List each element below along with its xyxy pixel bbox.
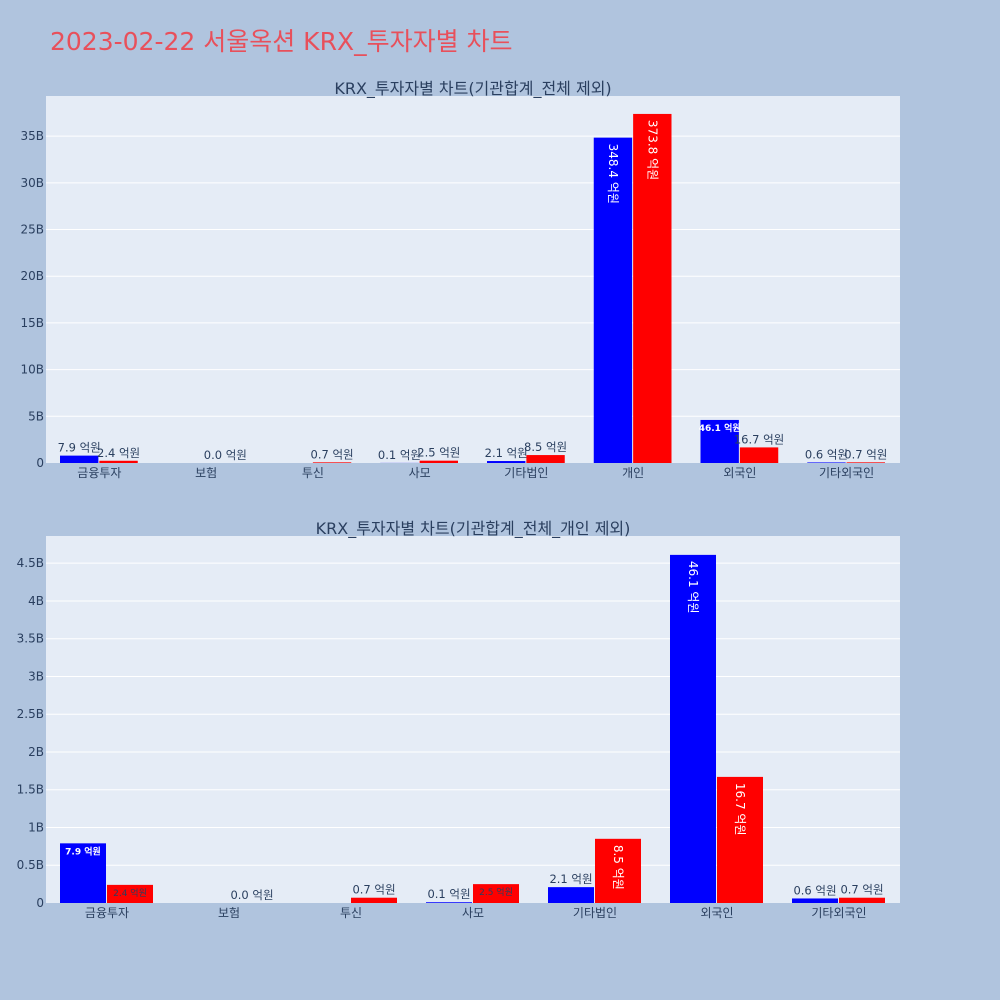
bar <box>593 137 633 464</box>
bar <box>473 884 519 903</box>
bar <box>487 461 526 463</box>
bar-data-label: 0.7 억원 <box>311 447 354 461</box>
y-tick-label: 35B <box>20 129 44 143</box>
bar <box>426 902 472 903</box>
bar <box>839 897 885 903</box>
bar-data-label: 2.5 억원 <box>417 446 460 460</box>
x-tick-label: 금융투자 <box>77 466 121 480</box>
bar-data-label: 8.5 억원 <box>524 440 567 454</box>
bar <box>670 554 716 903</box>
bar-data-label: 373.8 억원 <box>645 120 659 180</box>
x-tick-label: 외국인 <box>723 466 756 480</box>
x-tick-label: 금융투자 <box>85 906 129 920</box>
bar <box>107 884 153 903</box>
bar-data-label: 2.5 억원 <box>479 886 513 898</box>
y-tick-label: 0 <box>36 456 44 470</box>
bar <box>351 897 397 903</box>
bar-data-label: 0.7 억원 <box>840 883 883 897</box>
x-tick-label: 보험 <box>195 466 217 480</box>
bar-data-label: 0.7 억원 <box>352 883 395 897</box>
chart-title: KRX_투자자별 차트(기관합계_전체_개인 제외) <box>316 519 631 539</box>
y-tick-label: 10B <box>20 363 44 377</box>
y-tick-label: 0 <box>36 896 44 910</box>
bar-data-label: 46.1 억원 <box>686 561 700 614</box>
x-tick-label: 사모 <box>462 906 484 920</box>
bottom-bar-chart: 0 0.5B 1B 1.5B 2B 2.5B 3B 3.5B 4B 4.5B KRX_투자자별 차트… <box>17 519 900 920</box>
bar-data-label: 8.5 억원 <box>611 845 625 890</box>
bar <box>792 898 838 903</box>
y-tick-label: 3.5B <box>17 632 44 646</box>
page-title: 2023-02-22 서울옥션 KRX_투자자별 차트 <box>50 27 513 56</box>
x-tick-label: 보험 <box>218 906 240 920</box>
chart-title: KRX_투자자별 차트(기관합계_전체 제외) <box>334 79 611 99</box>
bar <box>717 776 763 903</box>
bar <box>526 455 565 463</box>
bar-data-label: 2.4 억원 <box>97 446 140 460</box>
top-bar-chart: 0 5B 10B 15B 20B 25B 30B 35B KRX_투자자별 차트(기관합계_전체… <box>20 79 900 480</box>
bar <box>99 460 138 463</box>
y-tick-label: 4B <box>28 594 44 608</box>
bar-data-label: 0.1 억원 <box>378 448 421 462</box>
y-tick-label: 30B <box>20 176 44 190</box>
x-tick-label: 기타법인 <box>573 906 617 920</box>
x-tick-label: 투신 <box>302 466 324 480</box>
bar <box>548 887 594 903</box>
bar <box>633 113 672 463</box>
x-tick-label: 개인 <box>622 466 644 480</box>
y-tick-label: 1.5B <box>17 783 44 797</box>
bar-data-label: 7.9 억원 <box>65 845 101 857</box>
x-tick-label: 사모 <box>409 466 431 480</box>
plot-area <box>46 536 900 903</box>
y-tick-label: 25B <box>20 223 44 237</box>
y-tick-label: 15B <box>20 316 44 330</box>
bar <box>312 462 352 463</box>
y-tick-label: 5B <box>28 409 44 423</box>
bar-data-label: 0.0 억원 <box>230 888 273 902</box>
y-tick-label: 0.5B <box>17 858 44 872</box>
bar-data-label: 2.1 억원 <box>549 872 592 886</box>
bar-data-label: 0.1 억원 <box>427 887 470 901</box>
y-tick-label: 2B <box>28 745 44 759</box>
bar-data-label: 46.1 억원 <box>699 422 741 434</box>
x-tick-label: 기타외국인 <box>811 906 866 920</box>
bar-data-label: 0.6 억원 <box>805 447 848 461</box>
x-tick-label: 투신 <box>340 906 362 920</box>
x-tick-label: 기타법인 <box>504 466 548 480</box>
bar-data-label: 2.4 억원 <box>113 887 147 899</box>
bar <box>60 455 99 463</box>
y-tick-label: 20B <box>20 269 44 283</box>
bar <box>419 460 458 463</box>
bar-data-label: 16.7 억원 <box>733 783 747 836</box>
bar-data-label: 7.9 억원 <box>58 441 101 455</box>
bar-data-label: 0.7 억원 <box>844 447 887 461</box>
plot-area <box>46 96 900 463</box>
bar <box>595 838 641 903</box>
y-tick-label: 2.5B <box>17 707 44 721</box>
y-tick-label: 1B <box>28 820 44 834</box>
y-tick-label: 4.5B <box>17 556 44 570</box>
bar <box>846 462 885 463</box>
bar-data-label: 348.4 억원 <box>606 144 620 204</box>
bar-data-label: 0.6 억원 <box>793 883 836 897</box>
x-tick-label: 외국인 <box>700 906 733 920</box>
bar <box>739 447 779 463</box>
bar <box>807 462 846 463</box>
bar-data-label: 0.0 억원 <box>204 448 247 462</box>
bar <box>60 843 106 903</box>
bar <box>700 419 739 463</box>
x-tick-label: 기타외국인 <box>819 466 874 480</box>
bar-data-label: 16.7 억원 <box>734 432 784 446</box>
y-tick-label: 3B <box>28 669 44 683</box>
bar-data-label: 2.1 억원 <box>485 446 528 460</box>
